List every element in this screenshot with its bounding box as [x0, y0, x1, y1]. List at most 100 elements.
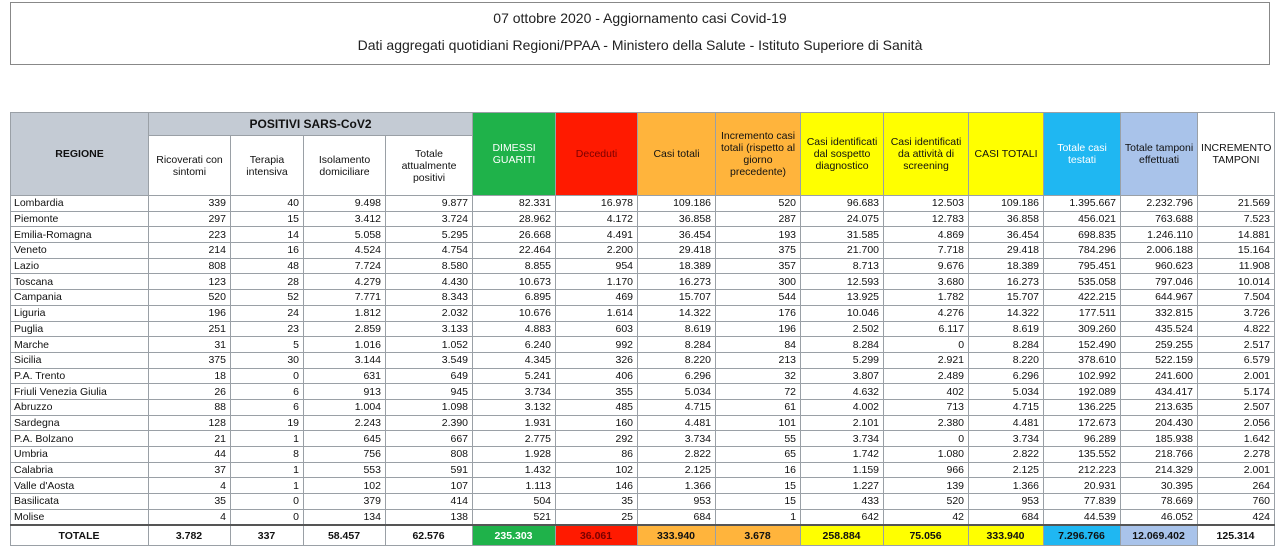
region-name: Molise — [10, 508, 149, 526]
cell: 26 — [148, 383, 231, 400]
cell: 435.524 — [1120, 320, 1199, 338]
cell: 21 — [148, 430, 231, 447]
cell: 808 — [148, 257, 231, 275]
cell: 1.642 — [1197, 430, 1276, 447]
region-name: Lombardia — [10, 195, 149, 212]
table-row: Toscana 123 28 4.279 4.430 10.673 1.170 16.273 3… — [10, 273, 1276, 291]
cell: 218.766 — [1120, 446, 1199, 463]
cell: 698.835 — [1043, 226, 1122, 244]
cell: 992 — [555, 336, 639, 353]
region-name: Sicilia — [10, 351, 149, 369]
cell: 29.418 — [637, 242, 717, 259]
cell: 16.978 — [555, 195, 639, 212]
cell: 241.600 — [1120, 367, 1199, 385]
subheader-row: Ricoverati con sintomi Terapia intensiva I… — [11, 135, 1275, 196]
cell: 1.170 — [555, 273, 639, 291]
cell: 456.021 — [1043, 210, 1122, 228]
cell: 213.635 — [1120, 398, 1199, 416]
cell: 642 — [800, 508, 885, 526]
cell: 631 — [303, 367, 386, 385]
cell: 196 — [148, 304, 231, 322]
cell: 14 — [230, 226, 304, 244]
cell: 82.331 — [472, 195, 557, 212]
cell: 3.724 — [384, 210, 474, 228]
cell: 86 — [555, 446, 639, 463]
total-cell: 337 — [230, 523, 304, 547]
cell: 355 — [555, 383, 639, 400]
column-header: Deceduti — [555, 112, 639, 196]
cell: 8.284 — [800, 336, 885, 353]
cell: 3.549 — [384, 351, 474, 369]
cell: 213 — [715, 351, 802, 369]
cell: 434.417 — [1120, 383, 1199, 400]
total-cell: 36.061 — [555, 523, 639, 547]
cell: 109.186 — [637, 195, 717, 212]
cell: 15.164 — [1197, 242, 1276, 259]
cell: 1 — [230, 477, 304, 495]
cell: 196 — [715, 320, 802, 338]
cell: 1.432 — [472, 461, 557, 479]
cell: 0 — [230, 508, 304, 526]
cell: 134 — [303, 508, 386, 526]
cell: 77.839 — [1043, 493, 1122, 510]
cell: 37 — [148, 461, 231, 479]
cell: 2.859 — [303, 320, 386, 338]
cell: 379 — [303, 493, 386, 510]
cell: 0 — [883, 336, 970, 353]
region-name: P.A. Trento — [10, 367, 149, 385]
cell: 264 — [1197, 477, 1276, 495]
total-cell: 75.056 — [883, 523, 970, 547]
column-header: REGIONE — [10, 112, 149, 196]
total-row: TOTALE 3.782 337 58.457 62.576 235.303 36.061 3… — [10, 523, 1276, 547]
cell: 36.858 — [637, 210, 717, 228]
cell: 2.822 — [637, 446, 717, 463]
cell: 14.322 — [968, 304, 1045, 322]
cell: 10.673 — [472, 273, 557, 291]
cell: 8.343 — [384, 289, 474, 306]
cell: 3.734 — [800, 430, 885, 447]
region-name: Lazio — [10, 257, 149, 275]
cell: 72 — [715, 383, 802, 400]
cell: 44 — [148, 446, 231, 463]
cell: 4.524 — [303, 242, 386, 259]
cell: 15.707 — [968, 289, 1045, 306]
cell: 4 — [148, 477, 231, 495]
cell: 14.322 — [637, 304, 717, 322]
cell: 32 — [715, 367, 802, 385]
cell: 65 — [715, 446, 802, 463]
cell: 42 — [883, 508, 970, 526]
cell: 1.004 — [303, 398, 386, 416]
region-name: Umbria — [10, 446, 149, 463]
cell: 2.502 — [800, 320, 885, 338]
cell: 16.273 — [968, 273, 1045, 291]
cell: 4.276 — [883, 304, 970, 322]
cell: 1.812 — [303, 304, 386, 322]
cell: 21.700 — [800, 242, 885, 259]
table-row: Liguria 196 24 1.812 2.032 10.676 1.614 14.322 1… — [10, 304, 1276, 322]
cell: 300 — [715, 273, 802, 291]
cell: 78.669 — [1120, 493, 1199, 510]
cell: 251 — [148, 320, 231, 338]
cell: 185.938 — [1120, 430, 1199, 447]
cell: 2.390 — [384, 414, 474, 432]
cell: 14.881 — [1197, 226, 1276, 244]
cell: 402 — [883, 383, 970, 400]
cell: 11.908 — [1197, 257, 1276, 275]
region-name: Puglia — [10, 320, 149, 338]
cell: 9.877 — [384, 195, 474, 212]
cell: 4.883 — [472, 320, 557, 338]
region-name: Emilia-Romagna — [10, 226, 149, 244]
total-label: TOTALE — [10, 523, 149, 547]
cell: 31.585 — [800, 226, 885, 244]
cell: 4.715 — [637, 398, 717, 416]
cell: 13.925 — [800, 289, 885, 306]
table-row: Piemonte 297 15 3.412 3.724 28.962 4.172 36.858… — [10, 210, 1276, 228]
cell: 795.451 — [1043, 257, 1122, 275]
cell: 375 — [148, 351, 231, 369]
cell: 7.504 — [1197, 289, 1276, 306]
cell: 8.580 — [384, 257, 474, 275]
cell: 6 — [230, 398, 304, 416]
cell: 945 — [384, 383, 474, 400]
cell: 88 — [148, 398, 231, 416]
